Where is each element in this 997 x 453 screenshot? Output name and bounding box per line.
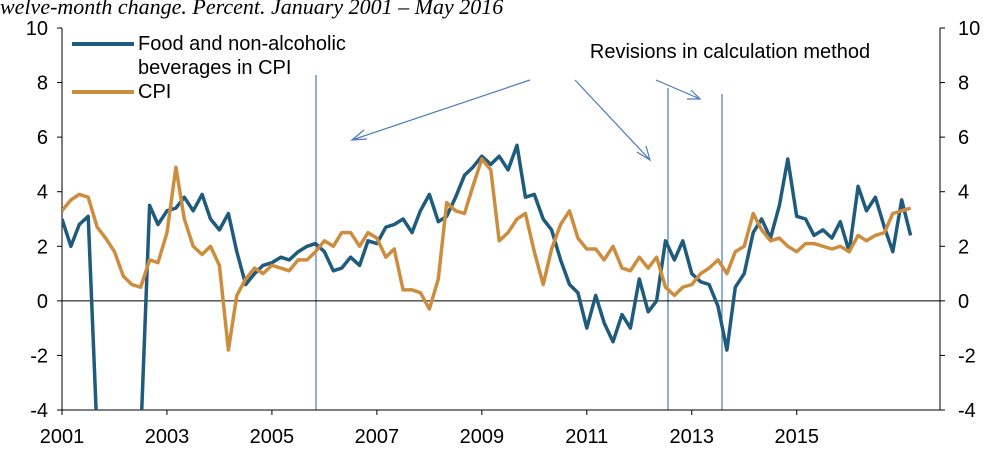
x-tick-label: 2007 (355, 426, 400, 448)
series-line (62, 157, 912, 352)
y-tick-label: -4 (30, 400, 48, 422)
arrow (655, 79, 701, 100)
legend: Food and non-alcoholic beverages in CPI C… (68, 32, 368, 104)
plot-area (62, 143, 913, 410)
y2-tick-label: 10 (958, 18, 980, 40)
y-tick-label: 10 (26, 18, 48, 40)
x-tick-label: 2009 (460, 426, 505, 448)
legend-item: CPI (68, 80, 368, 104)
subtitle: welve-month change. Percent. January 200… (0, 0, 503, 19)
series-line (62, 143, 913, 410)
legend-swatch (72, 90, 134, 94)
arrow (574, 79, 651, 161)
arrow (351, 79, 531, 141)
x-tick-label: 2015 (774, 426, 819, 448)
legend-label: Food and non-alcoholic beverages in CPI (138, 33, 346, 79)
arrow-head (350, 129, 368, 141)
x-tick-label: 2001 (40, 426, 85, 448)
y2-tick-label: 2 (958, 236, 969, 258)
x-tick-label: 2005 (250, 426, 295, 448)
annotation: Revisions in calculation method (590, 41, 870, 63)
y2-tick-label: 0 (958, 291, 969, 313)
y2-tick-label: 8 (958, 73, 969, 95)
x-tick-label: 2003 (145, 426, 190, 448)
y2-tick-label: 4 (958, 182, 969, 204)
y-tick-label: 6 (37, 127, 48, 149)
y-tick-label: 4 (37, 182, 48, 204)
legend-swatch (72, 42, 134, 46)
x-tick-label: 2011 (565, 426, 608, 448)
arrow-head (636, 145, 652, 162)
legend-label: CPI (138, 81, 172, 103)
arrow-head (687, 89, 702, 100)
y-tick-label: 2 (37, 236, 48, 258)
y-tick-label: -2 (30, 345, 48, 367)
y2-tick-label: -4 (958, 400, 976, 422)
y-tick-label: 0 (37, 291, 48, 313)
y-tick-label: 8 (37, 73, 48, 95)
y2-tick-label: 6 (958, 127, 969, 149)
x-tick-label: 2013 (670, 426, 715, 448)
y2-tick-label: -2 (958, 345, 976, 367)
legend-item: Food and non-alcoholic beverages in CPI (68, 32, 368, 80)
